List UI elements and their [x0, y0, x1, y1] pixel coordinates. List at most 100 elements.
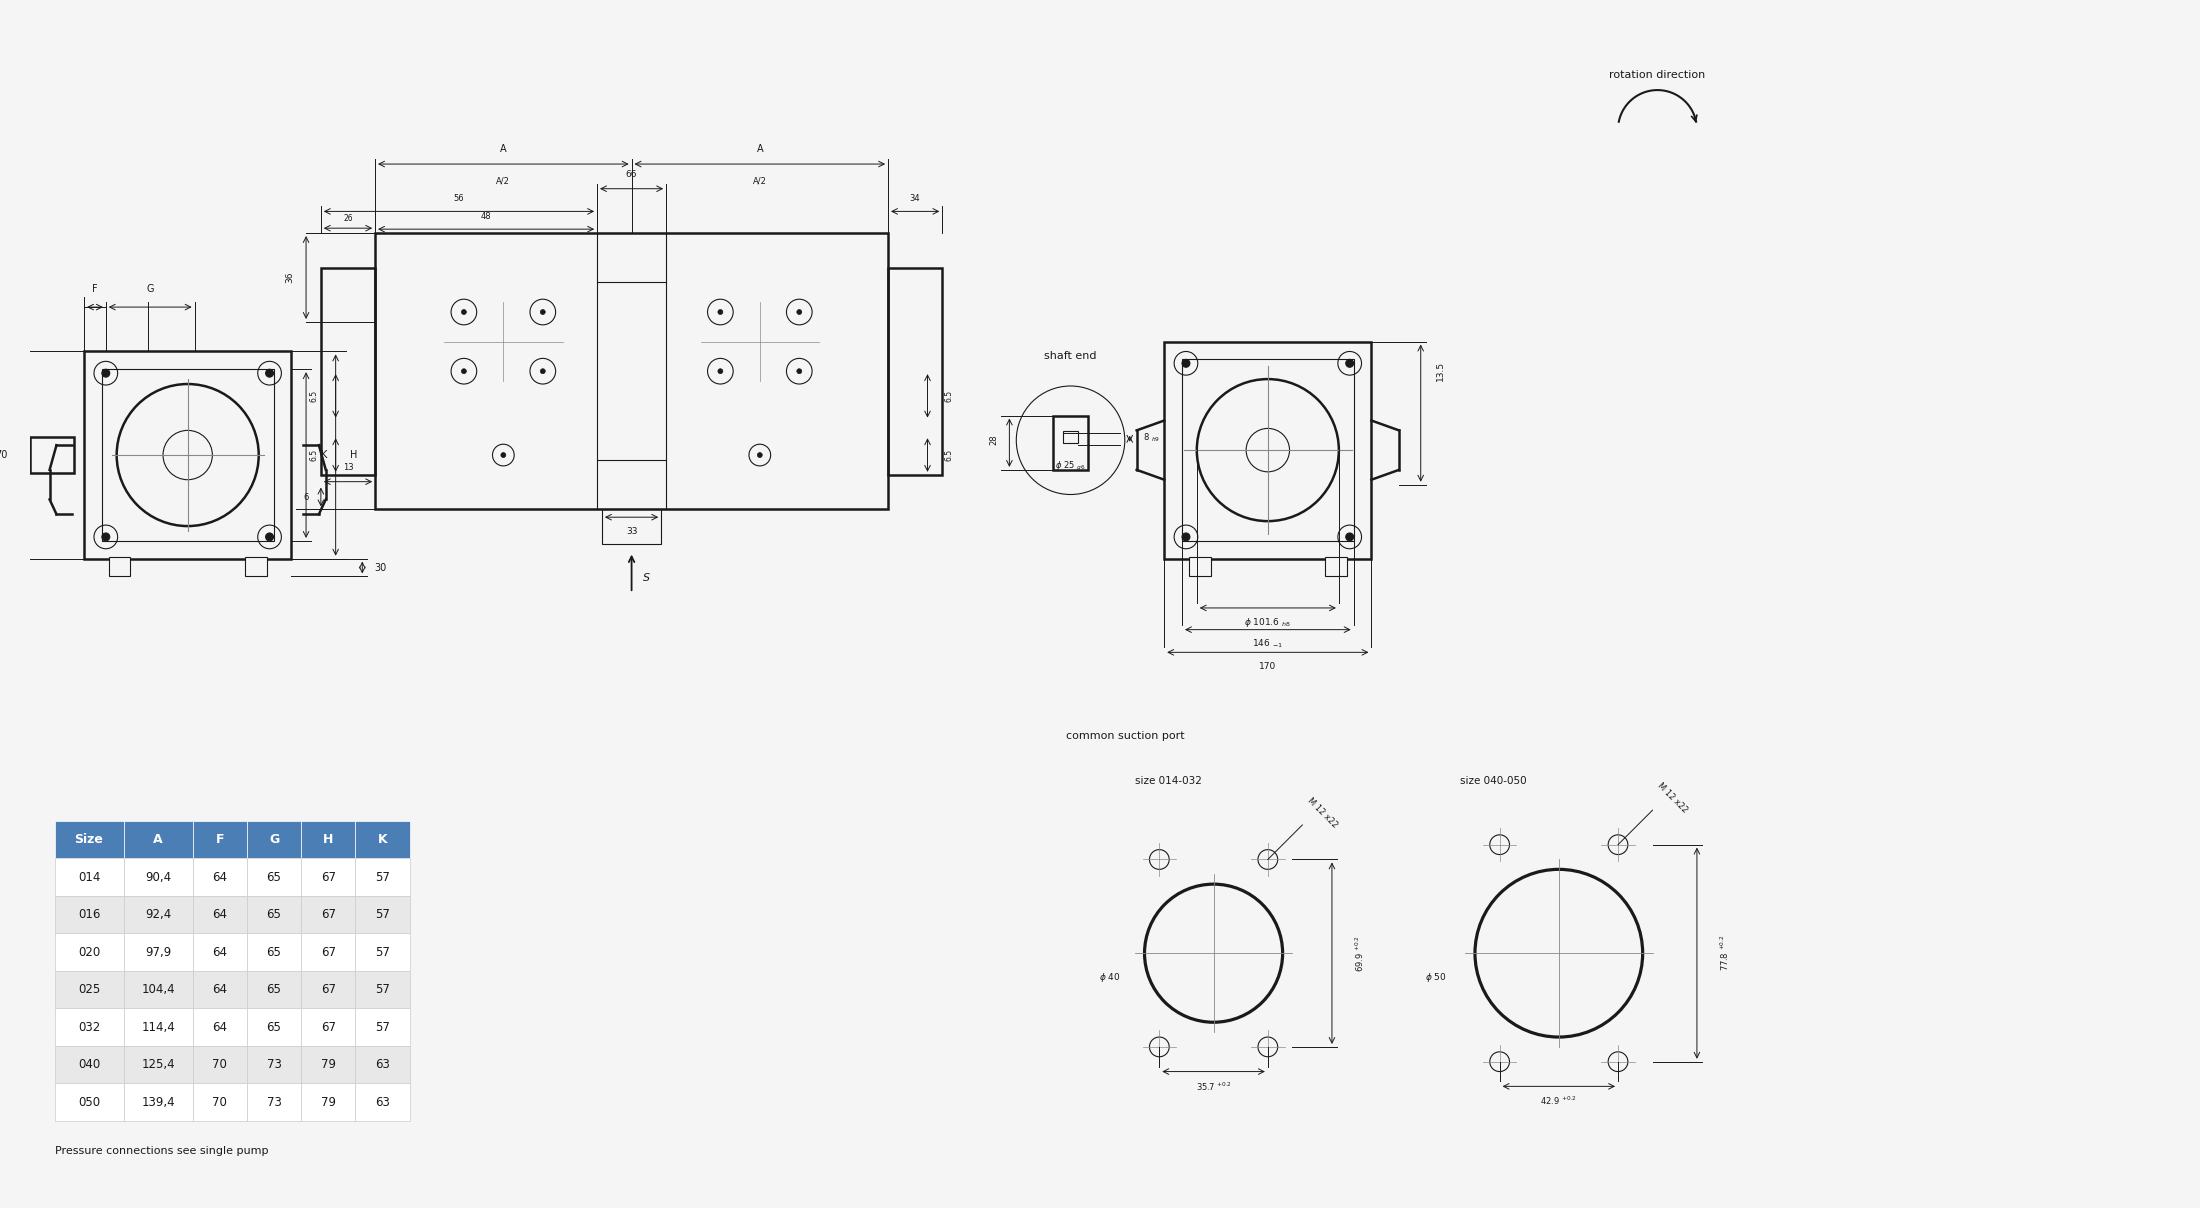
Text: 63: 63: [374, 1058, 389, 1071]
Text: A: A: [154, 834, 163, 847]
Bar: [301, 1009, 356, 1046]
Text: common suction port: common suction port: [1065, 731, 1184, 742]
Bar: [246, 1009, 301, 1046]
Text: size 040-050: size 040-050: [1461, 776, 1527, 785]
Text: F: F: [216, 834, 224, 847]
Bar: [356, 896, 409, 934]
Bar: [55, 934, 123, 971]
Bar: [301, 1046, 356, 1084]
Bar: [84, 352, 290, 558]
Text: 97,9: 97,9: [145, 946, 172, 959]
Bar: [301, 821, 356, 859]
Bar: [356, 934, 409, 971]
Circle shape: [757, 453, 761, 458]
Bar: [889, 268, 942, 475]
Text: 67: 67: [321, 908, 337, 922]
Text: 28: 28: [990, 435, 999, 445]
Circle shape: [266, 533, 273, 541]
Text: G: G: [268, 834, 279, 847]
Bar: [194, 859, 246, 896]
Bar: [246, 1046, 301, 1084]
Text: 64: 64: [211, 871, 227, 884]
Bar: [1063, 431, 1078, 442]
Text: 65: 65: [266, 983, 282, 997]
Bar: [55, 896, 123, 934]
Bar: [194, 896, 246, 934]
Text: 014: 014: [77, 871, 101, 884]
Bar: [31, 437, 75, 472]
Text: 104,4: 104,4: [141, 983, 176, 997]
Bar: [301, 971, 356, 1009]
Circle shape: [796, 368, 801, 373]
Text: A/2: A/2: [752, 176, 768, 185]
Bar: [1054, 416, 1087, 470]
Text: M 12 x22: M 12 x22: [1654, 782, 1690, 815]
Text: 36: 36: [284, 272, 295, 283]
Bar: [301, 859, 356, 896]
Text: 70: 70: [0, 451, 7, 460]
Circle shape: [1346, 533, 1353, 541]
Text: 34: 34: [909, 194, 920, 203]
Bar: [55, 859, 123, 896]
Text: 57: 57: [374, 908, 389, 922]
Bar: [301, 896, 356, 934]
Circle shape: [1181, 359, 1190, 367]
Text: 64: 64: [211, 908, 227, 922]
Bar: [1188, 557, 1210, 576]
Text: 42.9 $^{+0.2}$: 42.9 $^{+0.2}$: [1540, 1094, 1577, 1108]
Circle shape: [1181, 533, 1190, 541]
Bar: [321, 268, 376, 475]
Bar: [123, 1084, 194, 1121]
Bar: [194, 1009, 246, 1046]
Bar: [123, 971, 194, 1009]
Text: Size: Size: [75, 834, 103, 847]
Bar: [246, 821, 301, 859]
Text: A/2: A/2: [497, 176, 510, 185]
Bar: [356, 971, 409, 1009]
Circle shape: [796, 309, 801, 314]
Bar: [246, 971, 301, 1009]
Text: G: G: [147, 284, 154, 295]
Text: 33: 33: [625, 527, 638, 535]
Text: $\phi$ 101.6 $_{h8}$: $\phi$ 101.6 $_{h8}$: [1245, 616, 1291, 629]
Bar: [246, 859, 301, 896]
Text: H: H: [350, 451, 356, 460]
Bar: [55, 1046, 123, 1084]
Text: 6.5: 6.5: [310, 449, 319, 461]
Text: 139,4: 139,4: [141, 1096, 176, 1109]
Text: 67: 67: [321, 983, 337, 997]
Text: S: S: [642, 574, 649, 583]
Text: 57: 57: [374, 946, 389, 959]
Bar: [356, 1009, 409, 1046]
Text: 13.5: 13.5: [1437, 361, 1445, 382]
Text: 57: 57: [374, 983, 389, 997]
Text: F: F: [92, 284, 97, 295]
Bar: [108, 557, 130, 576]
Text: $\phi$ 40: $\phi$ 40: [1100, 971, 1120, 985]
Text: 57: 57: [374, 871, 389, 884]
Circle shape: [266, 370, 273, 377]
Bar: [123, 859, 194, 896]
Bar: [123, 1009, 194, 1046]
Bar: [356, 821, 409, 859]
Text: 6: 6: [304, 493, 308, 503]
Circle shape: [1346, 359, 1353, 367]
Text: A: A: [757, 144, 763, 155]
Text: 6.5: 6.5: [944, 390, 955, 402]
Text: 69.9 $^{+0.2}$: 69.9 $^{+0.2}$: [1353, 935, 1366, 971]
Bar: [603, 510, 662, 544]
Text: 30: 30: [374, 563, 387, 573]
Text: $\phi$ 25 $_{g6}$: $\phi$ 25 $_{g6}$: [1056, 460, 1087, 474]
Text: 125,4: 125,4: [141, 1058, 176, 1071]
Circle shape: [541, 309, 546, 314]
Text: 35.7 $^{+0.2}$: 35.7 $^{+0.2}$: [1195, 1080, 1232, 1092]
Text: 73: 73: [266, 1058, 282, 1071]
Circle shape: [101, 370, 110, 377]
Text: 146 $_{-1}$: 146 $_{-1}$: [1252, 637, 1283, 650]
Bar: [376, 233, 889, 510]
Bar: [194, 1046, 246, 1084]
Text: 8 $_{h9}$: 8 $_{h9}$: [1142, 431, 1159, 445]
Text: 020: 020: [77, 946, 101, 959]
Text: 57: 57: [374, 1021, 389, 1034]
Circle shape: [462, 309, 466, 314]
